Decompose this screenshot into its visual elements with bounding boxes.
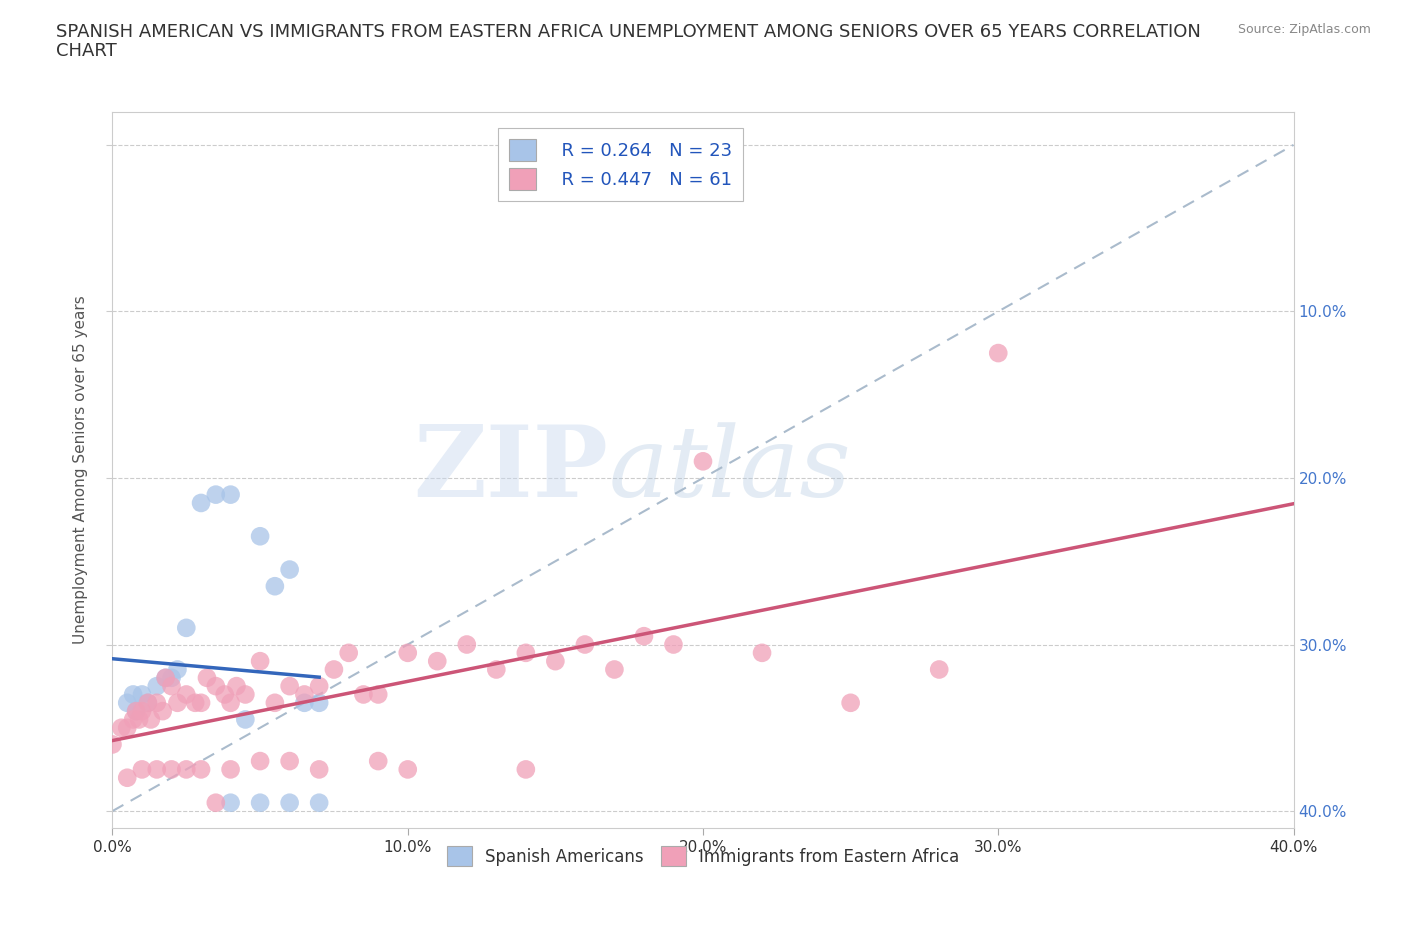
Point xyxy=(166,696,188,711)
Point xyxy=(485,662,508,677)
Point xyxy=(264,578,287,593)
Point xyxy=(205,795,228,810)
Point xyxy=(155,671,177,685)
Point xyxy=(131,687,153,702)
Point xyxy=(308,762,330,777)
Point xyxy=(278,679,301,694)
Point xyxy=(219,696,242,711)
Point xyxy=(249,654,271,669)
Point xyxy=(692,454,714,469)
Y-axis label: Unemployment Among Seniors over 65 years: Unemployment Among Seniors over 65 years xyxy=(73,296,89,644)
Point xyxy=(146,679,169,694)
Text: atlas: atlas xyxy=(609,422,851,517)
Point xyxy=(249,795,271,810)
Point xyxy=(308,679,330,694)
Point xyxy=(146,762,169,777)
Point xyxy=(574,637,596,652)
Point xyxy=(233,712,256,727)
Point xyxy=(367,753,389,768)
Point xyxy=(136,696,159,711)
Point xyxy=(515,645,537,660)
Point xyxy=(426,654,449,669)
Point xyxy=(456,637,478,652)
Point xyxy=(751,645,773,660)
Point xyxy=(205,487,228,502)
Point xyxy=(117,721,138,736)
Point xyxy=(160,762,183,777)
Point xyxy=(839,696,862,711)
Point xyxy=(101,737,124,751)
Point xyxy=(122,687,145,702)
Point xyxy=(544,654,567,669)
Point xyxy=(174,687,197,702)
Point xyxy=(352,687,374,702)
Text: SPANISH AMERICAN VS IMMIGRANTS FROM EASTERN AFRICA UNEMPLOYMENT AMONG SENIORS OV: SPANISH AMERICAN VS IMMIGRANTS FROM EAST… xyxy=(56,23,1201,41)
Point xyxy=(264,696,287,711)
Point xyxy=(308,795,330,810)
Point xyxy=(214,687,236,702)
Point xyxy=(195,671,218,685)
Point xyxy=(323,662,346,677)
Point xyxy=(205,679,228,694)
Point xyxy=(174,620,197,635)
Point xyxy=(662,637,685,652)
Point xyxy=(136,696,159,711)
Text: ZIP: ZIP xyxy=(413,421,609,518)
Point xyxy=(155,671,177,685)
Point xyxy=(337,645,360,660)
Point xyxy=(131,762,153,777)
Point xyxy=(128,712,150,727)
Point xyxy=(190,762,212,777)
Point xyxy=(396,645,419,660)
Point xyxy=(125,704,148,719)
Legend: Spanish Americans, Immigrants from Eastern Africa: Spanish Americans, Immigrants from Easte… xyxy=(440,840,966,873)
Point xyxy=(139,712,162,727)
Point xyxy=(633,629,655,644)
Text: CHART: CHART xyxy=(56,42,117,60)
Point xyxy=(515,762,537,777)
Point xyxy=(122,712,145,727)
Point xyxy=(249,529,271,544)
Point xyxy=(308,696,330,711)
Point xyxy=(117,770,138,785)
Text: Source: ZipAtlas.com: Source: ZipAtlas.com xyxy=(1237,23,1371,36)
Point xyxy=(174,762,197,777)
Point xyxy=(292,696,315,711)
Point xyxy=(190,696,212,711)
Point xyxy=(396,762,419,777)
Point xyxy=(278,753,301,768)
Point xyxy=(160,679,183,694)
Point xyxy=(131,704,153,719)
Point xyxy=(219,762,242,777)
Point xyxy=(278,562,301,577)
Point xyxy=(987,346,1010,361)
Point xyxy=(928,662,950,677)
Point xyxy=(249,753,271,768)
Point xyxy=(166,662,188,677)
Point xyxy=(117,696,138,711)
Point xyxy=(219,795,242,810)
Point xyxy=(367,687,389,702)
Point xyxy=(110,721,132,736)
Point xyxy=(190,496,212,511)
Point xyxy=(160,671,183,685)
Point xyxy=(152,704,174,719)
Point xyxy=(184,696,207,711)
Point xyxy=(225,679,247,694)
Point xyxy=(125,704,148,719)
Point xyxy=(292,687,315,702)
Point xyxy=(219,487,242,502)
Point xyxy=(233,687,256,702)
Point xyxy=(278,795,301,810)
Point xyxy=(603,662,626,677)
Point xyxy=(146,696,169,711)
